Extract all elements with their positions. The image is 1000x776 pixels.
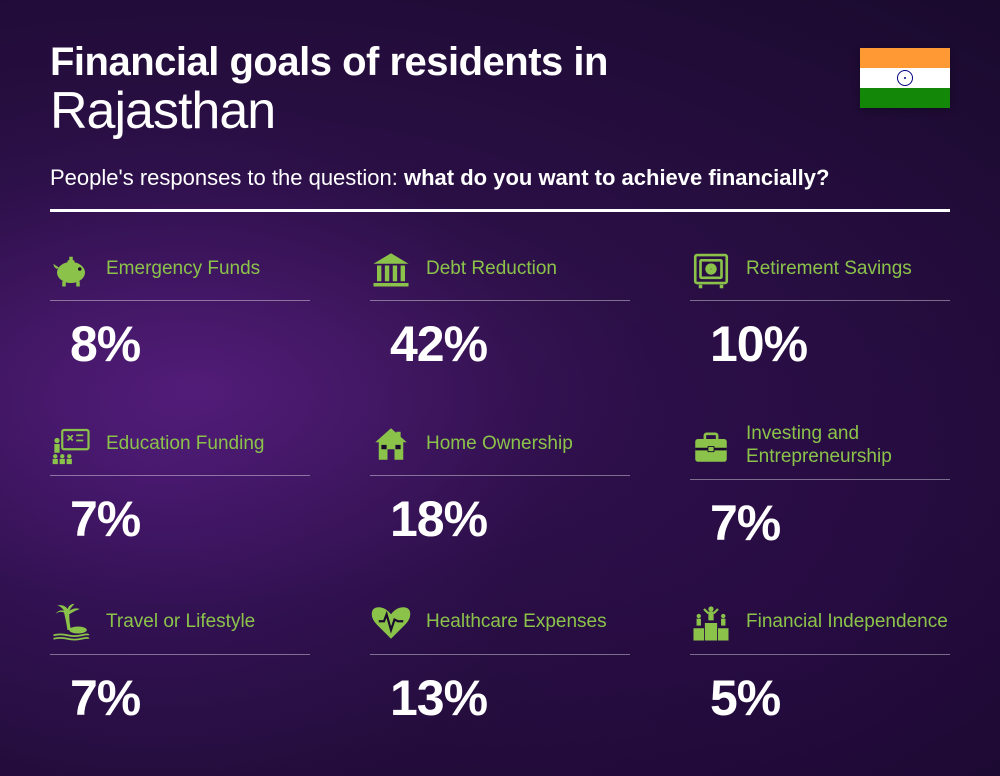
stat-label: Healthcare Expenses [426, 611, 607, 634]
piggy-bank-icon [50, 248, 92, 290]
stat-education-funding: Education Funding 7% [50, 423, 310, 552]
flag-green-stripe [860, 88, 950, 108]
bank-icon [370, 248, 412, 290]
stat-header: Travel or Lifestyle [50, 602, 310, 655]
stat-value: 18% [390, 490, 630, 548]
stat-label: Financial Independence [746, 611, 948, 634]
stat-value: 5% [710, 669, 950, 727]
education-icon [50, 423, 92, 465]
stat-header: Investing and Entrepreneurship [690, 423, 950, 480]
stat-healthcare: Healthcare Expenses 13% [370, 602, 630, 727]
stat-label: Investing and Entrepreneurship [746, 423, 950, 469]
subtitle-prefix: People's responses to the question: [50, 165, 404, 190]
podium-icon [690, 602, 732, 644]
flag-white-stripe [860, 68, 950, 88]
palm-tree-icon [50, 602, 92, 644]
stat-value: 8% [70, 315, 310, 373]
stat-header: Retirement Savings [690, 248, 950, 301]
briefcase-icon [690, 425, 732, 467]
subtitle-question: what do you want to achieve financially? [404, 165, 829, 190]
stat-header: Healthcare Expenses [370, 602, 630, 655]
subtitle: People's responses to the question: what… [50, 165, 950, 191]
heart-pulse-icon [370, 602, 412, 644]
stat-financial-independence: Financial Independence 5% [690, 602, 950, 727]
stat-value: 42% [390, 315, 630, 373]
stat-label: Emergency Funds [106, 258, 260, 281]
stat-travel-lifestyle: Travel or Lifestyle 7% [50, 602, 310, 727]
safe-icon [690, 248, 732, 290]
house-icon [370, 423, 412, 465]
header: Financial goals of residents in Rajastha… [50, 40, 950, 212]
stat-value: 7% [710, 494, 950, 552]
stat-label: Travel or Lifestyle [106, 611, 255, 634]
ashoka-chakra-icon [897, 70, 913, 86]
stat-label: Debt Reduction [426, 258, 557, 281]
flag-saffron-stripe [860, 48, 950, 68]
stat-value: 7% [70, 490, 310, 548]
stat-header: Emergency Funds [50, 248, 310, 301]
stat-header: Debt Reduction [370, 248, 630, 301]
divider [50, 209, 950, 212]
stat-label: Education Funding [106, 433, 264, 456]
stat-label: Retirement Savings [746, 258, 912, 281]
title-region: Rajasthan [50, 81, 950, 141]
stat-header: Education Funding [50, 423, 310, 476]
stat-header: Home Ownership [370, 423, 630, 476]
stat-header: Financial Independence [690, 602, 950, 655]
stat-debt-reduction: Debt Reduction 42% [370, 248, 630, 373]
stats-grid: Emergency Funds 8% Debt Reduction 42% Re… [50, 248, 950, 727]
stat-retirement-savings: Retirement Savings 10% [690, 248, 950, 373]
stat-emergency-funds: Emergency Funds 8% [50, 248, 310, 373]
stat-value: 10% [710, 315, 950, 373]
india-flag-icon [860, 48, 950, 108]
stat-value: 13% [390, 669, 630, 727]
stat-value: 7% [70, 669, 310, 727]
stat-label: Home Ownership [426, 433, 573, 456]
stat-home-ownership: Home Ownership 18% [370, 423, 630, 552]
title-prefix: Financial goals of residents in [50, 40, 950, 85]
stat-investing: Investing and Entrepreneurship 7% [690, 423, 950, 552]
